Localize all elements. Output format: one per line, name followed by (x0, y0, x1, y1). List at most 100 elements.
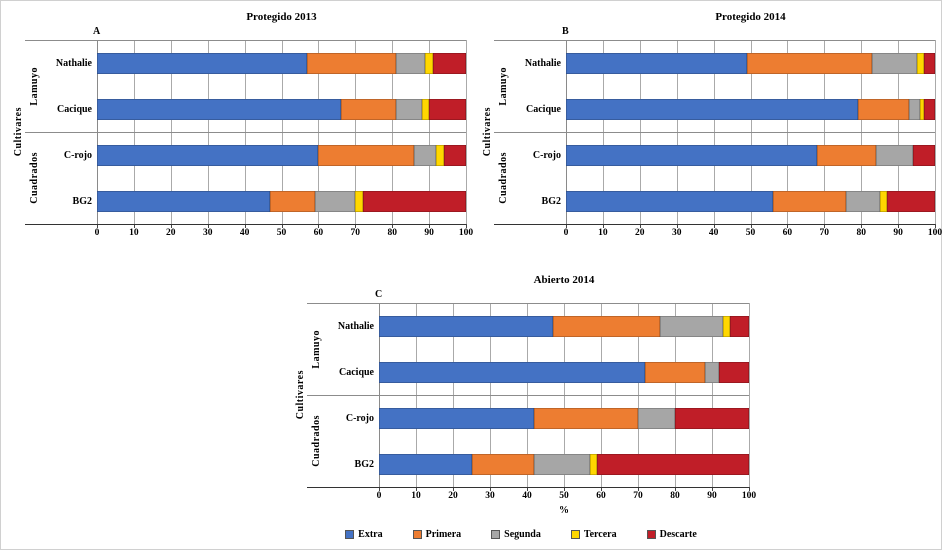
bar-segment-primera (270, 190, 315, 212)
tick-mark (281, 224, 283, 228)
tick-mark (638, 487, 639, 491)
category-label: BG2 (354, 458, 374, 470)
chart-plot-area: Cultivares Lamuyo Cuadrados Nathalie Cacique… (480, 26, 942, 242)
bar-segment-segunda (660, 315, 724, 337)
chart-canvas: Cultivares Lamuyo Cuadrados Nathalie Cacique… (480, 26, 942, 242)
bar-segment-descarte (923, 98, 935, 120)
tick-label: 90 (424, 228, 434, 238)
legend: Extra Primera Segunda Tercera Descarte (293, 529, 749, 540)
tick-label: 10 (598, 228, 608, 238)
group-label-text: Lamuyo (497, 66, 509, 106)
bar-segment-primera (552, 315, 661, 337)
bar-segment-descarte (674, 407, 749, 429)
group-label-text: Lamuyo (28, 66, 40, 106)
bar-segment-descarte (719, 361, 749, 383)
bar-segment-descarte (912, 144, 935, 166)
bar-segment-primera (772, 190, 847, 212)
tick-label: 40 (239, 228, 250, 238)
bar-segment-tercera (723, 315, 731, 337)
tick-mark (601, 487, 602, 491)
bar-segment-extra (97, 190, 271, 212)
category-label: Cacique (526, 103, 561, 115)
tick-mark (244, 224, 246, 228)
bar-row (566, 86, 935, 132)
bar-segment-segunda (395, 98, 422, 120)
tick-label: 60 (782, 228, 793, 238)
category-label: Cacique (339, 366, 374, 378)
legend-swatch (412, 530, 422, 539)
group-label: Cuadrados (307, 395, 325, 487)
tick-mark (712, 487, 713, 491)
y-axis-title: Cultivares (480, 40, 494, 224)
gridline (749, 303, 750, 487)
chart-title: Protegido 2014 (715, 11, 786, 23)
tick-mark (566, 224, 567, 228)
tick-label: 50 (745, 228, 756, 238)
panel-letter: B (562, 26, 569, 37)
tick-mark (602, 224, 604, 228)
bar-segment-descarte (429, 98, 466, 120)
legend-swatch (345, 530, 355, 539)
bar-segment-extra (97, 52, 308, 74)
tick-mark (429, 224, 431, 228)
bar-segment-tercera (436, 144, 444, 166)
panel-letter: C (375, 289, 383, 300)
bar-row (97, 40, 466, 86)
stacked-bar (379, 407, 749, 429)
bar-segment-segunda (414, 144, 437, 166)
separator-line-mid (25, 132, 466, 133)
group-label-text: Cuadrados (497, 152, 509, 204)
chart-plot-area: Cultivares Lamuyo Cuadrados Nathalie Cacique… (293, 289, 757, 519)
chart-protegido-2014: Protegido 2014 Cultivares Lamuyo Cuadrados… (480, 9, 942, 242)
group-label: Lamuyo (494, 40, 512, 132)
stacked-bar (97, 144, 466, 166)
gridline (466, 40, 467, 224)
plot-grid (379, 303, 750, 487)
bar-segment-primera (534, 407, 638, 429)
tick-mark (379, 487, 380, 491)
bar-segment-segunda (395, 52, 426, 74)
legend-label: Segunda (504, 529, 541, 540)
tick-mark (527, 487, 528, 491)
chart-title: Abierto 2014 (533, 274, 595, 286)
tick-label: 70 (819, 228, 830, 238)
tick-mark (824, 224, 826, 228)
group-label: Lamuyo (307, 303, 325, 395)
tick-mark (713, 224, 715, 228)
legend-item: Extra (345, 529, 383, 540)
legend-item: Tercera (570, 529, 617, 540)
bar-segment-descarte (887, 190, 935, 212)
category-label: C-rojo (63, 149, 92, 161)
group-label: Lamuyo (25, 40, 43, 132)
legend-item: Segunda (491, 529, 541, 540)
x-axis: 0 10 20 30 40 50 60 70 80 90 100 (95, 224, 473, 242)
bar-segment-descarte (597, 453, 749, 475)
bar-segment-extra (379, 453, 472, 475)
bar-row (566, 40, 935, 86)
bar-segment-extra (379, 315, 553, 337)
bar-segment-extra (97, 98, 341, 120)
tick-label: 10 (411, 491, 421, 501)
tick-label: 40 (708, 228, 719, 238)
bar-segment-segunda (314, 190, 356, 212)
tick-mark (675, 487, 676, 491)
tick-mark (935, 224, 936, 228)
category-label: C-rojo (532, 149, 561, 161)
tick-mark (466, 224, 467, 228)
tick-label: 60 (596, 491, 606, 501)
category-label: Nathalie (55, 57, 92, 69)
bar-segment-primera (645, 361, 705, 383)
tick-label: 50 (559, 491, 569, 501)
tick-mark (490, 487, 491, 491)
bar-segment-primera (307, 52, 396, 74)
bar-segment-tercera (425, 52, 433, 74)
tick-mark (564, 487, 565, 491)
tick-label: 80 (387, 228, 397, 238)
tick-mark (749, 487, 750, 491)
tick-mark (416, 487, 417, 491)
x-axis: 0 10 20 30 40 50 60 70 80 90 100 (564, 224, 942, 242)
group-label-text: Cuadrados (310, 415, 322, 467)
group-label: Cuadrados (494, 132, 512, 224)
group-label-text: Cuadrados (28, 152, 40, 204)
chart-plot-area: Cultivares Lamuyo Cuadrados Nathalie Cacique… (11, 26, 474, 242)
